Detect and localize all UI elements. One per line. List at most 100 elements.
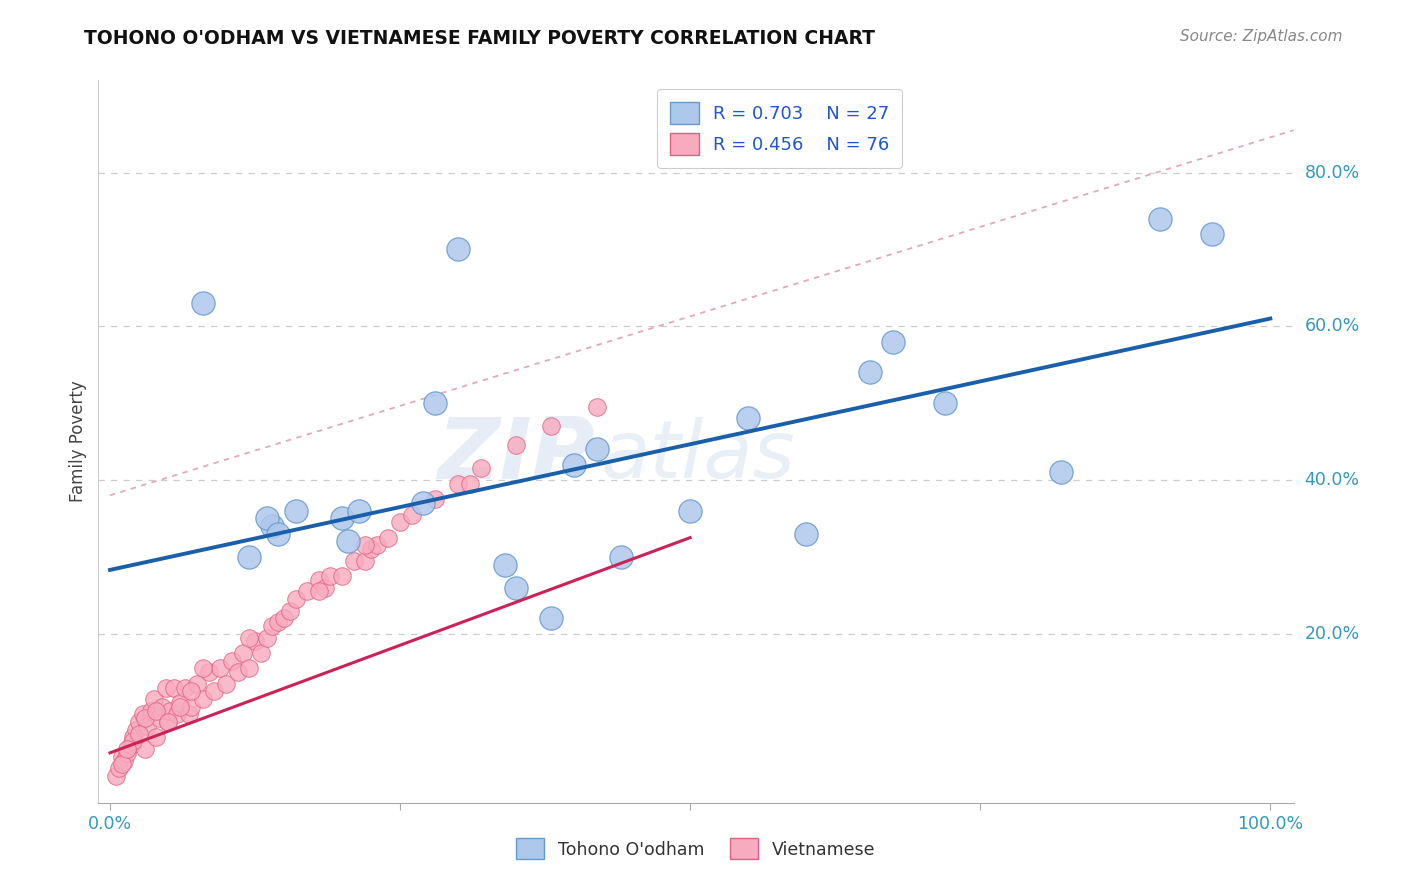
Point	[343, 554, 366, 568]
Point	[859, 365, 882, 379]
Point	[609, 549, 631, 564]
Point	[191, 296, 214, 310]
Text: 40.0%: 40.0%	[1305, 471, 1360, 489]
Point	[562, 458, 585, 472]
Point	[122, 734, 145, 748]
Point	[157, 715, 180, 730]
Point	[238, 661, 260, 675]
Point	[284, 504, 307, 518]
Point	[169, 696, 191, 710]
Point	[423, 396, 446, 410]
Point	[191, 661, 214, 675]
Point	[221, 654, 243, 668]
Point	[319, 569, 342, 583]
Point	[470, 461, 492, 475]
Point	[284, 592, 307, 607]
Point	[111, 757, 134, 772]
Point	[314, 581, 336, 595]
Point	[354, 538, 377, 552]
Point	[166, 707, 188, 722]
Point	[157, 715, 180, 730]
Point	[111, 749, 134, 764]
Point	[458, 476, 481, 491]
Point	[145, 731, 167, 745]
Point	[143, 692, 166, 706]
Text: ZIP: ZIP	[437, 415, 595, 498]
Point	[238, 631, 260, 645]
Legend: Tohono O'odham, Vietnamese: Tohono O'odham, Vietnamese	[509, 831, 883, 866]
Point	[273, 611, 295, 625]
Point	[122, 731, 145, 745]
Text: atlas: atlas	[600, 417, 796, 495]
Point	[169, 699, 191, 714]
Point	[423, 492, 446, 507]
Point	[139, 704, 162, 718]
Point	[447, 476, 470, 491]
Point	[505, 581, 527, 595]
Point	[238, 549, 260, 564]
Point	[180, 684, 202, 698]
Point	[145, 704, 167, 718]
Point	[250, 646, 273, 660]
Text: 20.0%: 20.0%	[1305, 624, 1360, 643]
Point	[308, 573, 330, 587]
Point	[366, 538, 388, 552]
Point	[267, 526, 290, 541]
Point	[180, 699, 202, 714]
Point	[278, 604, 301, 618]
Point	[330, 569, 353, 583]
Point	[117, 746, 139, 760]
Point	[267, 615, 290, 630]
Point	[136, 719, 159, 733]
Point	[163, 681, 186, 695]
Point	[349, 504, 371, 518]
Point	[262, 519, 284, 533]
Point	[1050, 465, 1073, 479]
Point	[389, 515, 412, 529]
Point	[215, 676, 238, 690]
Point	[174, 681, 197, 695]
Point	[232, 646, 254, 660]
Point	[1201, 227, 1223, 241]
Point	[540, 611, 562, 625]
Point	[124, 723, 146, 737]
Point	[262, 619, 284, 633]
Text: Source: ZipAtlas.com: Source: ZipAtlas.com	[1180, 29, 1343, 44]
Text: TOHONO O'ODHAM VS VIETNAMESE FAMILY POVERTY CORRELATION CHART: TOHONO O'ODHAM VS VIETNAMESE FAMILY POVE…	[84, 29, 876, 47]
Point	[794, 526, 817, 541]
Point	[134, 711, 156, 725]
Point	[308, 584, 330, 599]
Point	[120, 738, 142, 752]
Point	[191, 692, 214, 706]
Point	[128, 715, 150, 730]
Point	[112, 754, 135, 768]
Y-axis label: Family Poverty: Family Poverty	[69, 381, 87, 502]
Point	[354, 554, 377, 568]
Point	[243, 634, 266, 648]
Point	[186, 676, 208, 690]
Point	[209, 661, 232, 675]
Point	[197, 665, 219, 680]
Point	[159, 704, 181, 718]
Point	[447, 243, 470, 257]
Point	[204, 684, 226, 698]
Text: 80.0%: 80.0%	[1305, 163, 1360, 181]
Point	[934, 396, 956, 410]
Point	[155, 681, 177, 695]
Point	[377, 531, 399, 545]
Point	[256, 511, 278, 525]
Point	[177, 707, 200, 722]
Point	[150, 699, 173, 714]
Point	[104, 769, 127, 783]
Point	[108, 761, 131, 775]
Point	[336, 534, 359, 549]
Point	[401, 508, 423, 522]
Point	[1149, 211, 1171, 226]
Point	[330, 511, 353, 525]
Point	[505, 438, 527, 452]
Point	[134, 742, 156, 756]
Point	[297, 584, 319, 599]
Point	[360, 542, 382, 557]
Point	[117, 742, 139, 756]
Point	[882, 334, 904, 349]
